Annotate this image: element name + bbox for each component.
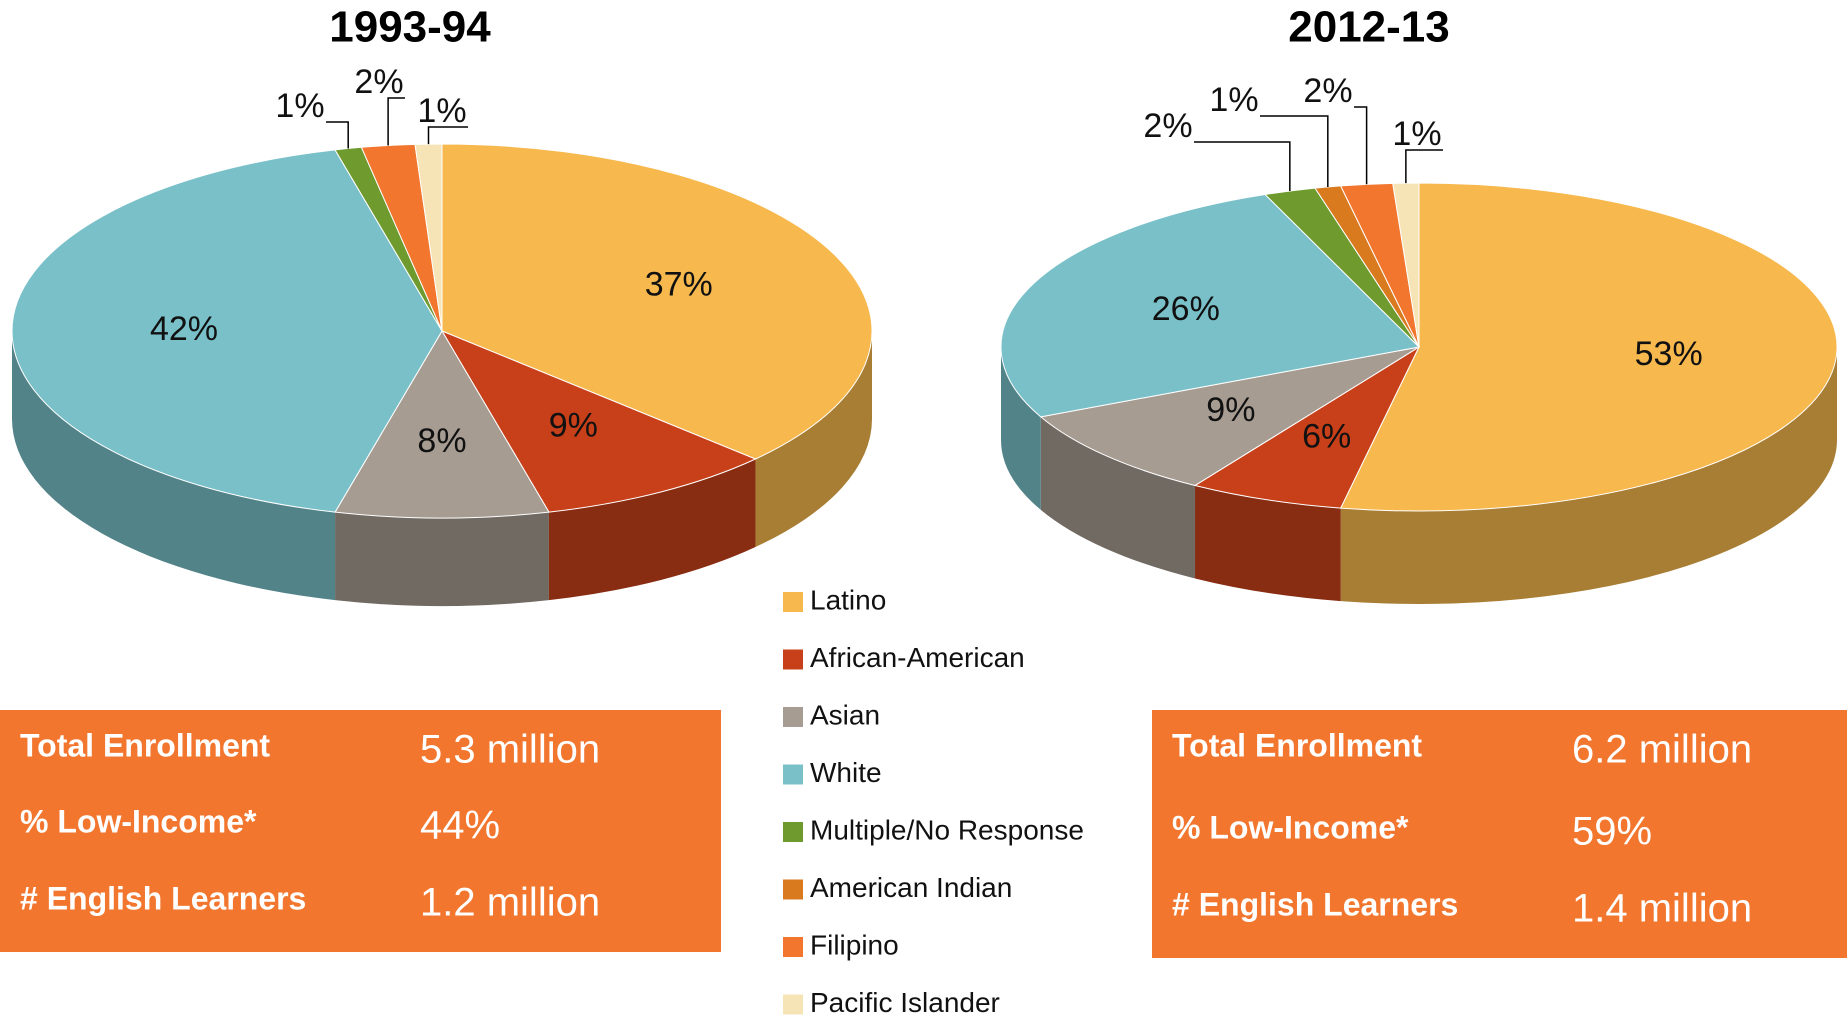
summary-label: Total Enrollment [20, 727, 270, 763]
data-label: 2% [1303, 72, 1352, 110]
data-label: 1% [1209, 81, 1258, 119]
slice [441, 143, 873, 460]
legend-label: African-American [810, 642, 1025, 673]
legend-swatch [783, 649, 803, 670]
data-label: 2% [354, 63, 403, 101]
slice-side [1340, 347, 1837, 604]
legend-swatch [783, 592, 803, 612]
data-label: 8% [417, 422, 466, 460]
slice-side [1040, 416, 1196, 579]
data-label: 42% [150, 310, 218, 348]
legend-swatch [783, 937, 803, 957]
legend-swatch [783, 764, 803, 785]
slice-side [1001, 347, 1041, 510]
slice [1392, 182, 1420, 348]
slice [1339, 182, 1838, 512]
summary-label: # English Learners [1172, 886, 1458, 922]
legend-swatch [783, 707, 803, 727]
legend-label: Asian [810, 699, 880, 730]
slice [334, 330, 550, 519]
legend-label: Pacific Islander [810, 987, 1000, 1018]
slice-side [1195, 485, 1341, 602]
data-label: 2% [1143, 107, 1192, 145]
slice [1193, 345, 1421, 509]
summary-label: % Low-Income* [20, 803, 257, 839]
data-label: 6% [1302, 417, 1351, 455]
data-label: 9% [549, 407, 598, 445]
slice-side [548, 459, 756, 601]
legend-label: Latino [810, 584, 886, 615]
summary-value: 1.4 million [1572, 887, 1752, 931]
chart-title: 1993-94 [329, 3, 491, 52]
summary-box [0, 710, 721, 952]
slice [1039, 346, 1420, 487]
slice-side [12, 331, 336, 601]
data-label: 37% [645, 265, 713, 303]
summary-value: 1.2 million [420, 881, 600, 925]
legend-label: White [810, 757, 882, 788]
slice-side [755, 331, 872, 548]
legend-swatch [783, 822, 803, 842]
data-label: 1% [275, 87, 324, 125]
summary-box [1152, 710, 1847, 958]
slice-side [335, 512, 549, 607]
summary-label: Total Enrollment [1172, 727, 1422, 763]
leader-line [427, 126, 468, 145]
legend-label: Filipino [810, 929, 899, 960]
slice [11, 149, 443, 513]
legend-label: Multiple/No Response [810, 814, 1084, 845]
summary-value: 6.2 million [1572, 728, 1752, 772]
leader-line [326, 121, 349, 149]
legend-label: American Indian [810, 872, 1012, 903]
chart-title: 2012-13 [1288, 3, 1449, 52]
legend-swatch [783, 994, 803, 1015]
slice [1000, 193, 1421, 418]
data-label: 1% [1392, 115, 1441, 153]
data-label: 53% [1635, 335, 1703, 373]
legend-swatch [783, 879, 803, 900]
data-label: 26% [1152, 290, 1220, 328]
leader-line [1354, 106, 1368, 185]
summary-value: 44% [420, 804, 500, 848]
data-label: 1% [417, 92, 466, 130]
leader-line [1260, 115, 1329, 187]
leader-line [387, 97, 405, 146]
slice [440, 329, 757, 513]
leader-line [1405, 149, 1443, 184]
leader-line [1194, 141, 1291, 192]
summary-value: 5.3 million [420, 728, 600, 772]
summary-label: % Low-Income* [1172, 809, 1409, 845]
summary-value: 59% [1572, 810, 1652, 854]
summary-label: # English Learners [20, 880, 306, 916]
data-label: 9% [1206, 391, 1255, 429]
